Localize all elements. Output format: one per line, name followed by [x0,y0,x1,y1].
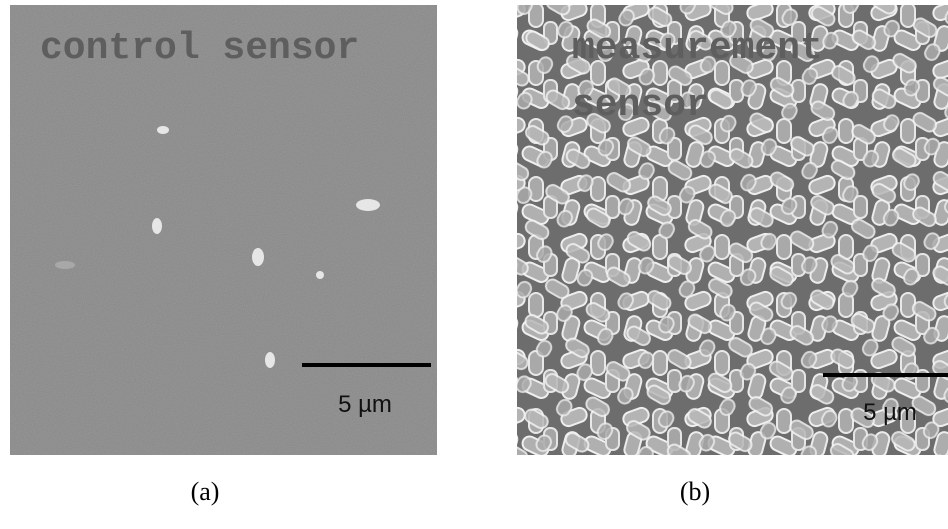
image-label: sensor [572,84,709,127]
scale-label: 5 µm [863,399,917,426]
image-label: measurement [572,27,823,70]
sem-texture [517,5,948,455]
caption: (b) [680,477,710,506]
panel-a: control sensor 5 µm (a) [10,5,437,506]
caption: (a) [191,477,220,506]
image-label: control sensor [40,27,359,70]
sem-texture [10,5,437,455]
panel-b: measurement sensor 5 µm (b) [517,5,948,506]
scale-label: 5 µm [338,391,392,418]
page: control sensor 5 µm (a) measurement sens… [0,0,948,529]
figure: control sensor 5 µm (a) measurement sens… [0,0,948,529]
